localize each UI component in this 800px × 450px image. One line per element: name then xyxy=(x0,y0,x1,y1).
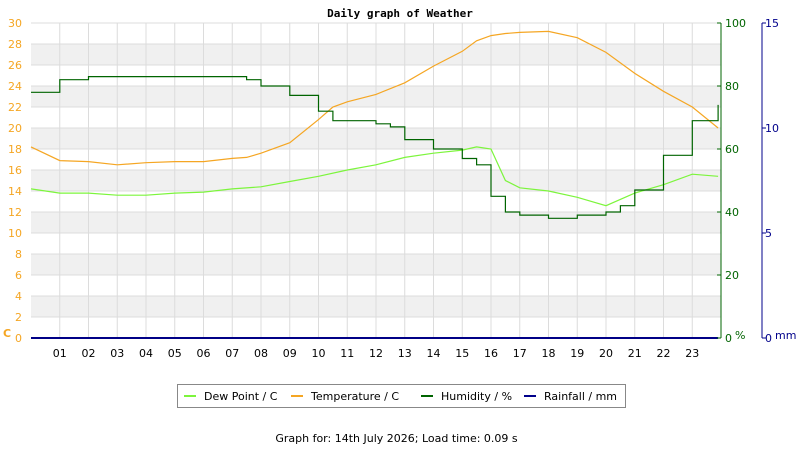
x-tick-label: 23 xyxy=(685,347,699,360)
x-tick-label: 07 xyxy=(225,347,239,360)
rainfall-unit-label: mm xyxy=(775,329,796,342)
legend-item-rainfall: Rainfall / mm xyxy=(524,390,617,403)
temperature-tick-label: 10 xyxy=(8,227,22,240)
x-tick-label: 21 xyxy=(628,347,642,360)
temperature-tick-label: 18 xyxy=(8,143,22,156)
legend-label-temperature: Temperature / C xyxy=(311,390,400,403)
x-tick-label: 16 xyxy=(484,347,498,360)
x-tick-label: 02 xyxy=(82,347,96,360)
humidity-tick-label: 0 xyxy=(725,332,732,345)
rainfall-tick-label: 10 xyxy=(765,122,779,135)
humidity-tick-label: 100 xyxy=(725,17,746,30)
weather-chart: Daily graph of Weather 02468101214161820… xyxy=(3,7,796,360)
series-line-dew-point xyxy=(30,146,719,207)
x-tick-label: 17 xyxy=(513,347,527,360)
temperature-tick-label: 28 xyxy=(8,38,22,51)
legend-label-rainfall: Rainfall / mm xyxy=(544,390,618,403)
legend-item-temperature: Temperature / C xyxy=(291,390,399,403)
chart-legend: Dew Point / C Temperature / C Humidity /… xyxy=(177,384,626,408)
x-tick-label: 18 xyxy=(542,347,556,360)
x-tick-label: 08 xyxy=(254,347,268,360)
x-tick-label: 09 xyxy=(283,347,297,360)
temperature-tick-label: 4 xyxy=(15,290,22,303)
x-tick-label: 20 xyxy=(599,347,613,360)
series-line-humidity xyxy=(31,76,719,219)
humidity-tick-label: 80 xyxy=(725,80,739,93)
temperature-tick-label: 26 xyxy=(8,59,22,72)
legend-swatch-rainfall xyxy=(524,395,536,397)
temperature-unit-label: C xyxy=(3,327,11,340)
series-line-temperature xyxy=(30,30,719,166)
graph-footer: Graph for: 14th July 2026; Load time: 0.… xyxy=(275,432,518,445)
temperature-tick-label: 0 xyxy=(15,332,22,345)
x-tick-label: 11 xyxy=(340,347,354,360)
rainfall-tick-label: 5 xyxy=(765,227,772,240)
humidity-tick-label: 60 xyxy=(725,143,739,156)
legend-swatch-dew-point xyxy=(184,395,196,397)
legend-swatch-temperature xyxy=(291,395,303,397)
temperature-tick-label: 6 xyxy=(15,269,22,282)
legend-item-humidity: Humidity / % xyxy=(421,390,512,403)
x-tick-label: 13 xyxy=(398,347,412,360)
x-tick-label: 14 xyxy=(427,347,441,360)
x-tick-label: 22 xyxy=(657,347,671,360)
chart-title: Daily graph of Weather xyxy=(327,7,473,20)
humidity-tick-label: 20 xyxy=(725,269,739,282)
x-tick-label: 05 xyxy=(168,347,182,360)
temperature-tick-label: 12 xyxy=(8,206,22,219)
grid-lines xyxy=(31,22,721,339)
temperature-tick-label: 2 xyxy=(15,311,22,324)
temperature-tick-label: 8 xyxy=(15,248,22,261)
x-tick-label: 01 xyxy=(53,347,67,360)
x-tick-label: 06 xyxy=(197,347,211,360)
humidity-tick-label: 40 xyxy=(725,206,739,219)
x-tick-label: 04 xyxy=(139,347,153,360)
x-tick-label: 12 xyxy=(369,347,383,360)
x-tick-label: 15 xyxy=(455,347,469,360)
legend-item-dew-point: Dew Point / C xyxy=(184,390,277,403)
rainfall-tick-label: 15 xyxy=(765,17,779,30)
temperature-tick-label: 22 xyxy=(8,101,22,114)
temperature-tick-label: 14 xyxy=(8,185,22,198)
legend-swatch-humidity xyxy=(421,395,433,397)
legend-label-humidity: Humidity / % xyxy=(441,390,513,403)
humidity-unit-label: % xyxy=(735,329,745,342)
x-tick-label: 10 xyxy=(312,347,326,360)
x-tick-label: 19 xyxy=(570,347,584,360)
temperature-tick-label: 16 xyxy=(8,164,22,177)
temperature-tick-label: 30 xyxy=(8,17,22,30)
rainfall-tick-label: 0 xyxy=(765,332,772,345)
temperature-tick-label: 24 xyxy=(8,80,22,93)
temperature-tick-label: 20 xyxy=(8,122,22,135)
x-tick-label: 03 xyxy=(110,347,124,360)
legend-label-dew-point: Dew Point / C xyxy=(204,390,278,403)
